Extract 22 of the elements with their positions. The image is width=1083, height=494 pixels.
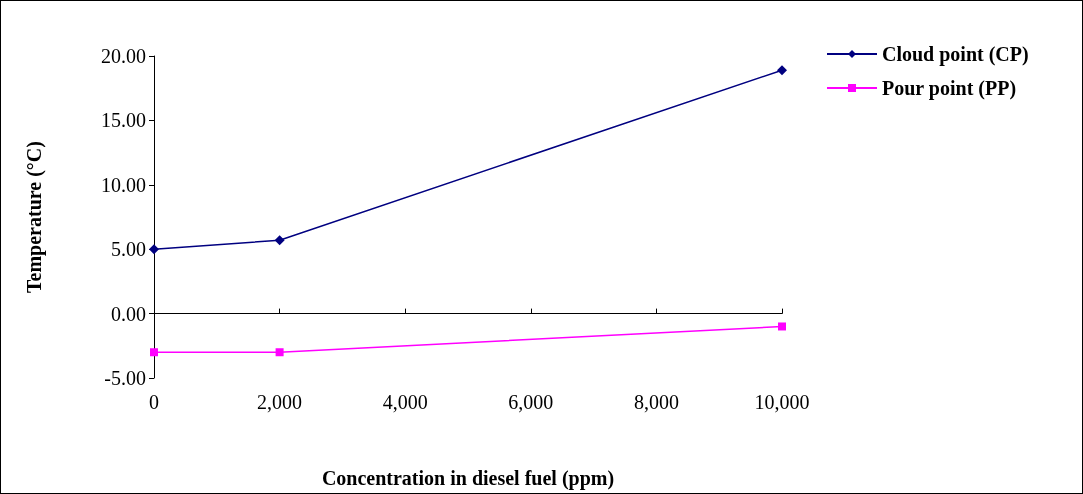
y-tick-label: 5.00 [111, 238, 146, 261]
x-tick-label: 4,000 [382, 391, 428, 413]
x-tick-label: 10,000 [754, 391, 810, 413]
y-tick-label: -5.00 [104, 367, 146, 389]
x-tick-label: 8,000 [633, 391, 679, 413]
legend-label: Cloud point (CP) [882, 43, 1029, 66]
x-tick-label: 6,000 [508, 391, 554, 413]
x-tick-label: 2,000 [257, 391, 303, 413]
point [274, 235, 285, 246]
x-axis-title: Concentration in diesel fuel (ppm) [321, 467, 615, 490]
point [149, 244, 159, 255]
y-tick-label: 10.00 [101, 173, 146, 196]
y-axis-title: Temperature (°C) [23, 141, 46, 293]
x-tick-label: 0 [149, 391, 159, 413]
point [777, 65, 787, 76]
y-tick-label: 0.00 [111, 302, 146, 325]
point [778, 322, 786, 331]
y-tick-label: 20.00 [101, 45, 146, 67]
point [275, 348, 284, 357]
point [150, 348, 158, 357]
legend-label: Pour point (PP) [882, 77, 1017, 100]
y-tick-label: 15.00 [101, 109, 146, 132]
